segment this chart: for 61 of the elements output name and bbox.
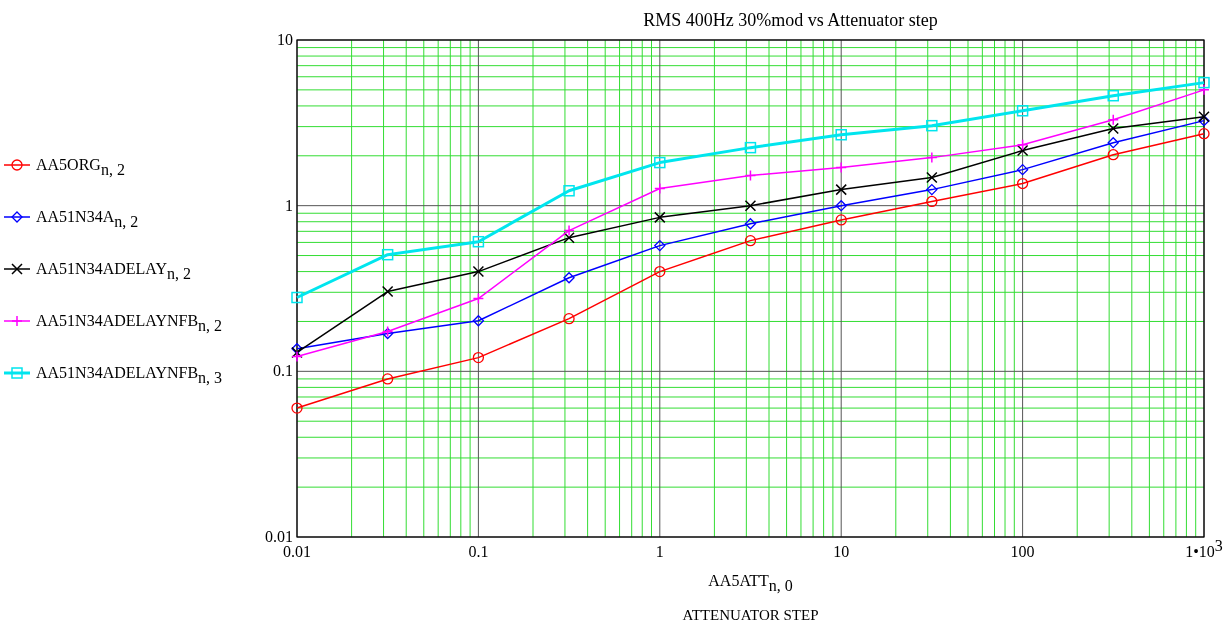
point bbox=[926, 183, 938, 196]
point bbox=[1107, 137, 1119, 149]
point bbox=[1198, 111, 1210, 123]
x-tick-label: 10 bbox=[833, 543, 850, 560]
point bbox=[835, 200, 847, 212]
point bbox=[1107, 114, 1119, 126]
point bbox=[1198, 76, 1210, 89]
point bbox=[1107, 89, 1119, 102]
point bbox=[381, 373, 394, 385]
point bbox=[563, 224, 575, 237]
point bbox=[654, 156, 666, 169]
point bbox=[1016, 105, 1029, 117]
point bbox=[563, 185, 575, 197]
point bbox=[472, 292, 485, 305]
point bbox=[472, 235, 485, 248]
point bbox=[744, 234, 757, 247]
point bbox=[654, 239, 666, 252]
point bbox=[1198, 114, 1210, 127]
point bbox=[835, 183, 847, 196]
point bbox=[381, 285, 394, 298]
point bbox=[835, 214, 847, 226]
point bbox=[1107, 122, 1119, 135]
point bbox=[472, 351, 485, 364]
point bbox=[1016, 163, 1029, 176]
y-tick-label: 10 bbox=[277, 31, 293, 48]
point bbox=[744, 141, 757, 154]
point bbox=[291, 346, 303, 359]
point bbox=[744, 199, 757, 212]
point bbox=[654, 265, 666, 278]
point bbox=[926, 151, 938, 164]
point bbox=[1016, 139, 1029, 151]
point bbox=[926, 171, 938, 184]
x-tick-label: 0.1 bbox=[468, 543, 489, 560]
point bbox=[291, 291, 303, 304]
point bbox=[563, 272, 575, 284]
x-tick-label: 1 bbox=[655, 543, 664, 560]
point bbox=[563, 231, 575, 244]
point bbox=[1198, 128, 1210, 140]
point bbox=[744, 169, 757, 182]
point bbox=[563, 312, 575, 325]
chart-title: RMS 400Hz 30%mod vs Attenuator step bbox=[643, 10, 938, 30]
x-tick-label: 100 bbox=[1010, 543, 1035, 560]
point bbox=[926, 119, 938, 132]
point bbox=[1016, 177, 1029, 190]
point bbox=[472, 315, 485, 327]
point bbox=[381, 248, 394, 261]
point bbox=[472, 265, 485, 278]
point bbox=[291, 350, 303, 363]
y-tick-label: 0.1 bbox=[273, 362, 293, 380]
point bbox=[1016, 144, 1029, 157]
point bbox=[744, 218, 757, 230]
y-tick-label: 0.01 bbox=[265, 528, 293, 545]
point bbox=[835, 161, 847, 174]
point bbox=[926, 195, 938, 208]
point bbox=[654, 211, 666, 224]
point bbox=[1107, 149, 1119, 161]
y-tick-label: 1 bbox=[285, 196, 293, 214]
point bbox=[654, 182, 666, 195]
point bbox=[291, 402, 303, 414]
point bbox=[1198, 84, 1210, 96]
point bbox=[835, 128, 847, 141]
